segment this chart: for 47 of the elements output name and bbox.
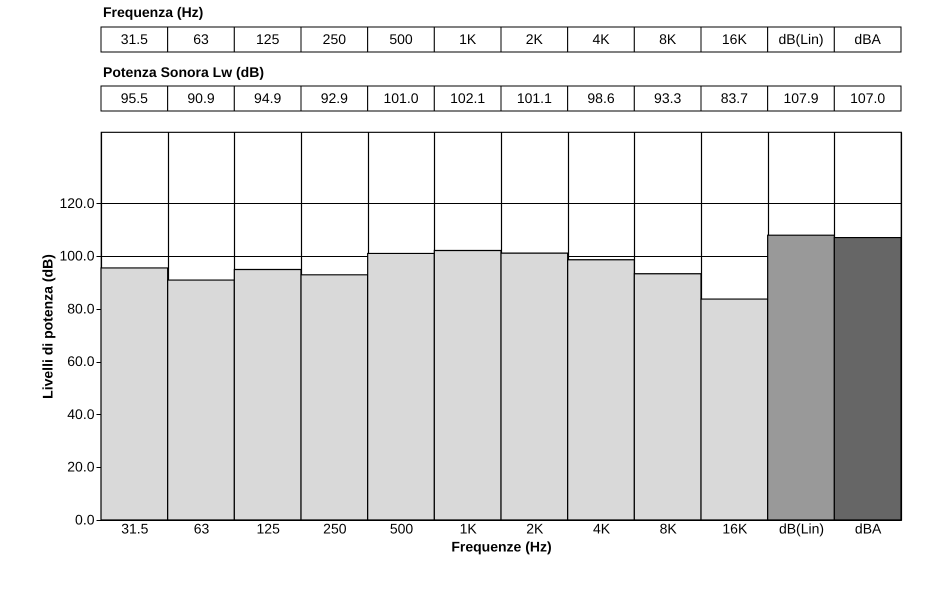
category-label: 31.5 [120,31,148,47]
x-tick-label: 16K [722,520,748,536]
data-label: 95.5 [120,90,148,106]
data-label: 92.9 [320,90,348,106]
category-label: dB(Lin) [778,31,824,47]
x-tick-label: 63 [194,520,210,536]
text: Potenza Sonora Lw (dB) [103,64,264,80]
category-label: 4K [592,31,610,47]
x-tick-label: 250 [323,520,347,536]
y-tick-label: 40.0 [67,406,95,422]
category-label: 125 [256,31,280,47]
y-tick-label: 0.0 [75,512,95,528]
x-axis-title: Frequenze (Hz) [451,538,552,554]
y-tick-label: 80.0 [67,300,95,316]
x-tick-label: dB(Lin) [778,520,824,536]
category-label: 1K [459,31,476,47]
data-label: 98.6 [587,90,615,106]
category-label: 16K [722,31,747,47]
y-tick-label: 20.0 [67,458,95,475]
category-label: 8K [659,31,676,47]
data-label: 101.0 [383,90,419,106]
category-label: dBA [854,31,881,47]
data-label: 94.9 [254,90,282,106]
y-tick-label: 60.0 [67,353,95,370]
data-label: 107.0 [850,90,886,106]
category-label: 250 [322,31,346,47]
data-label: 93.3 [654,90,682,106]
x-tick-label: 500 [390,520,414,536]
data-label: 101.1 [516,90,552,106]
x-tick-label: 4K [592,520,611,536]
category-label: 500 [389,31,413,47]
text: Frequenza (Hz) [103,4,204,20]
data-label: 102.1 [450,90,486,106]
data-label: 107.9 [783,90,819,106]
x-tick-label: 31.5 [121,520,149,536]
data-label: 90.9 [187,90,215,106]
x-tick-label: 1K [460,520,478,536]
x-tick-label: 2K [526,520,544,536]
data-label: 83.7 [720,90,748,106]
y-axis-title: Livelli di potenza (dB) [39,254,56,399]
category-label: 63 [193,31,209,47]
y-tick-label: 120.0 [59,194,95,211]
x-tick-label: 8K [660,520,678,536]
x-tick-label: 125 [256,520,280,536]
category-label: 2K [526,31,543,47]
y-tick-label: 100.0 [59,248,95,264]
x-tick-label: dBA [854,520,882,536]
